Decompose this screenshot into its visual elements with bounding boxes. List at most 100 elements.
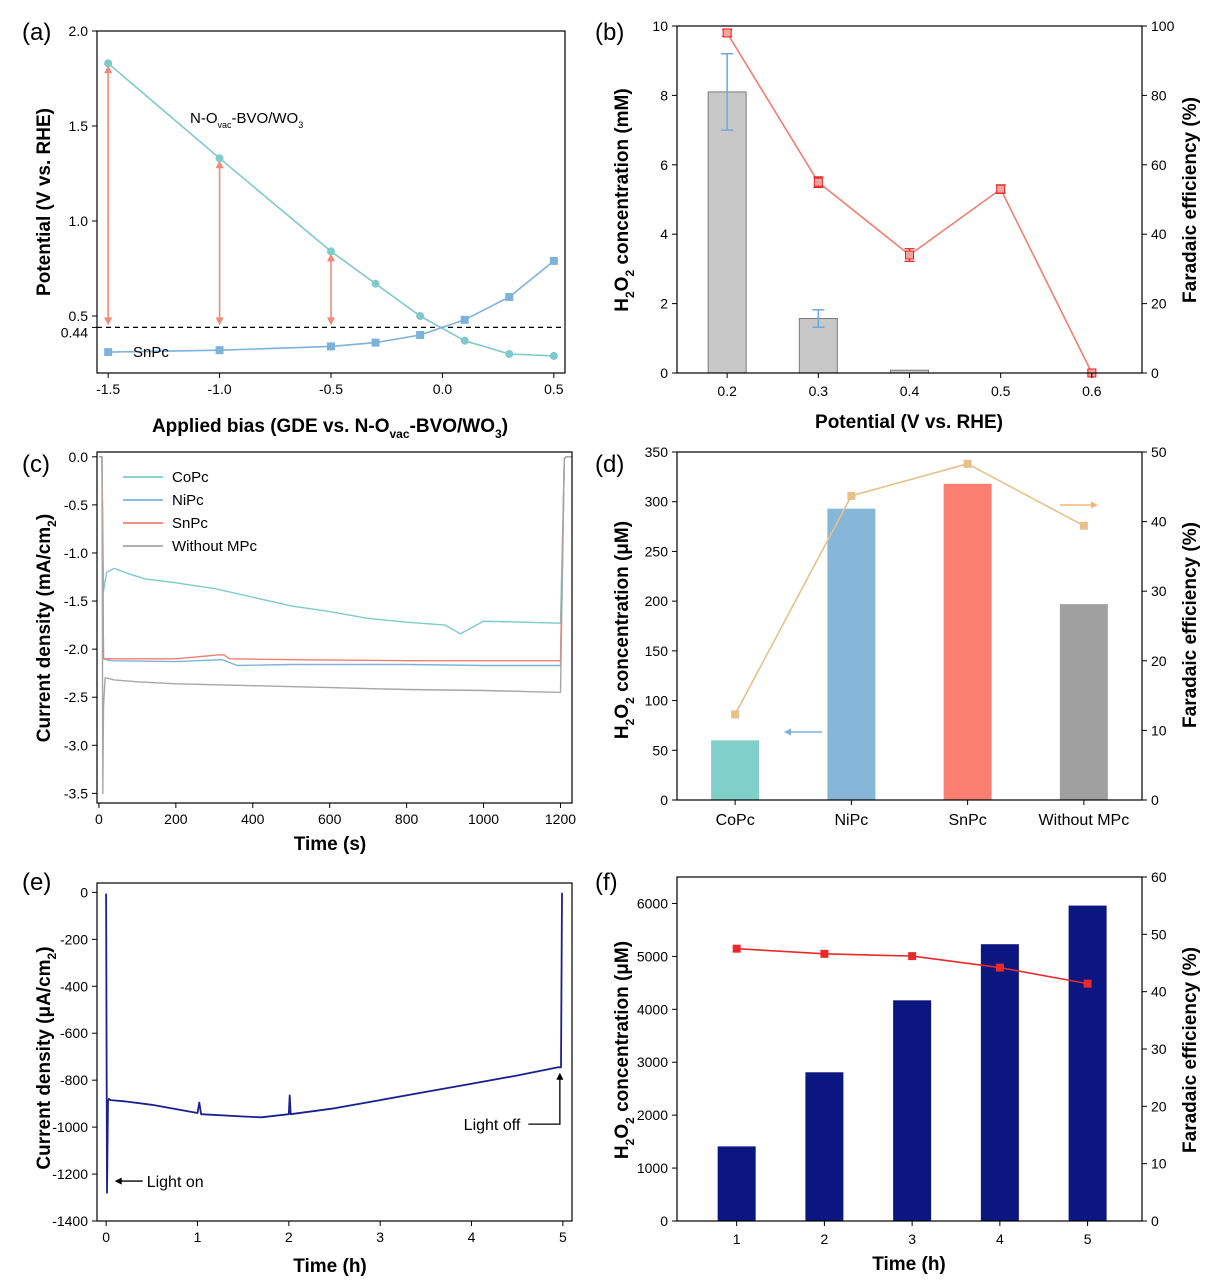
y2-tick-label: 0 <box>1151 365 1159 381</box>
y-tick-label: -1.0 <box>64 545 88 561</box>
fe-point <box>908 952 917 961</box>
y2-tick-label: 20 <box>1151 296 1167 312</box>
y-axis-title-part: 2 <box>623 697 637 704</box>
y-tick-label: 350 <box>645 444 669 460</box>
y2-axis-title: Faradaic efficiency (%) <box>1180 947 1201 1153</box>
y-axis-title: H2O2 concentration (μM) <box>612 941 637 1159</box>
y-tick-label: -3.5 <box>64 785 88 801</box>
series-line <box>98 456 572 667</box>
y-tick-label: -0.5 <box>64 497 88 513</box>
x-tick-label: 200 <box>164 811 188 827</box>
bar <box>980 944 1019 1221</box>
y-axis-title-part: H <box>612 1145 633 1159</box>
fe-point <box>732 944 741 953</box>
fe-point <box>963 459 972 468</box>
bar <box>1059 604 1108 800</box>
gap-arrow-head <box>327 253 335 262</box>
x-tick-label: 5 <box>1084 1231 1092 1247</box>
x-tick-label: 0.6 <box>1082 383 1102 399</box>
y-tick-label: 8 <box>660 87 668 103</box>
y2-tick-label: 100 <box>1151 18 1175 34</box>
y2-tick-label: 50 <box>1151 926 1167 942</box>
x-axis-title-part: -BVO/WO <box>410 416 496 437</box>
x-tick-label: -1.5 <box>96 381 120 397</box>
legend-label: Without MPc <box>172 538 258 555</box>
y-axis-title-part: 2 <box>623 291 637 298</box>
gap-arrow-head <box>104 65 113 74</box>
y-axis-title-part: 2 <box>45 520 59 527</box>
y-axis-title-part: concentration (mM) <box>612 88 633 270</box>
x-tick-label: 800 <box>395 811 419 827</box>
chart-panel-e: (e) 0 -200 -400 -600 -800 -1000 -1200 -1400 0 1 2 3 4… <box>22 869 573 1277</box>
y-tick-label: 200 <box>645 593 669 609</box>
y-tick-label: 5000 <box>637 948 668 964</box>
chart-panel-d: (d) 0 50 100 150 200 250 300 350 0 10 20 30 40 50 CoPc N… <box>595 444 1201 829</box>
x-tick-label: -0.5 <box>319 381 343 397</box>
y-tick-label: -800 <box>60 1072 88 1088</box>
series-point <box>505 350 514 358</box>
y-tick-label: 0 <box>80 884 88 900</box>
x-tick-label: NiPc <box>834 812 868 829</box>
x-axis-title-part: vac <box>390 427 410 441</box>
x-tick-label: 0.3 <box>809 383 829 399</box>
fe-point <box>995 963 1004 972</box>
y2-tick-label: 0 <box>1151 792 1159 808</box>
y-tick-label: -1000 <box>52 1119 88 1135</box>
x-axis-title: Time (s) <box>294 834 367 855</box>
y-tick-label: 6000 <box>637 895 668 911</box>
y-axis-title-part: 2 <box>45 952 59 959</box>
series-point <box>215 154 224 163</box>
y-tick-label: 2.0 <box>69 23 89 39</box>
gap-arrow-head <box>215 160 224 169</box>
y-tick-label: 0.44 <box>61 324 88 340</box>
series-label-bvo: N-Ovac-BVO/WO3 <box>190 110 303 130</box>
panel-label: (d) <box>595 451 624 478</box>
y-axis-title: H2O2 concentration (μM) <box>612 521 637 739</box>
x-axis-title-part: 3 <box>495 427 502 441</box>
bar <box>707 91 747 374</box>
y2-tick-label: 20 <box>1151 653 1167 669</box>
y-axis-title-part: H <box>612 298 633 312</box>
y2-tick-label: 10 <box>1151 722 1167 738</box>
fe-line <box>726 32 1093 374</box>
y-axis-title-part: 2 <box>623 1117 637 1124</box>
y2-tick-label: 40 <box>1151 514 1167 530</box>
x-tick-label: 0.0 <box>433 381 453 397</box>
x-tick-label: 3 <box>908 1231 916 1247</box>
y-axis-title-part: ) <box>34 514 55 520</box>
series-point <box>371 338 380 347</box>
x-tick-label: 1 <box>733 1231 741 1247</box>
light-on-label: Light on <box>147 1174 204 1191</box>
y-tick-label: 0 <box>660 1213 668 1229</box>
y-axis-title: Current density (μA/cm2) <box>34 946 59 1169</box>
y-tick-label: 2000 <box>637 1107 668 1123</box>
gap-arrow-head <box>327 317 335 326</box>
x-axis-title: Time (h) <box>872 1254 946 1275</box>
gap-arrow-head <box>215 317 224 326</box>
series-point <box>460 315 469 324</box>
fe-point <box>847 491 856 500</box>
series-line <box>98 456 572 635</box>
y-axis-title-part: ) <box>34 946 55 952</box>
x-tick-label: 0 <box>95 811 103 827</box>
x-axis-title: Applied bias (GDE vs. N-Ovac-BVO/WO3) <box>152 416 508 441</box>
x-tick-label: -1.0 <box>208 381 232 397</box>
fe-point <box>722 28 732 38</box>
y-tick-label: 0.5 <box>69 308 89 324</box>
bar <box>711 740 760 800</box>
light-on-arrow-head <box>114 1177 122 1185</box>
y-tick-label: 300 <box>645 494 669 510</box>
y-tick-label: 0 <box>660 365 668 381</box>
x-tick-label: 0 <box>102 1229 110 1245</box>
bar <box>827 508 876 800</box>
y2-axis-title-part: Faradaic efficiency (%) <box>1180 522 1201 728</box>
chart-panel-c: (c) 0.0 -0.5 -1.0 -1.5 -2.0 -2.5 -3.0 -3.5 0 200 40… <box>22 449 576 855</box>
x-tick-label: 600 <box>318 811 342 827</box>
x-tick-label: 1 <box>194 1229 202 1245</box>
y-tick-label: 1.5 <box>69 118 89 134</box>
panel-label: (c) <box>22 451 50 478</box>
y2-tick-label: 10 <box>1151 1156 1167 1172</box>
bar <box>717 1146 756 1221</box>
y2-tick-label: 40 <box>1151 984 1167 1000</box>
x-tick-label: 400 <box>241 811 265 827</box>
